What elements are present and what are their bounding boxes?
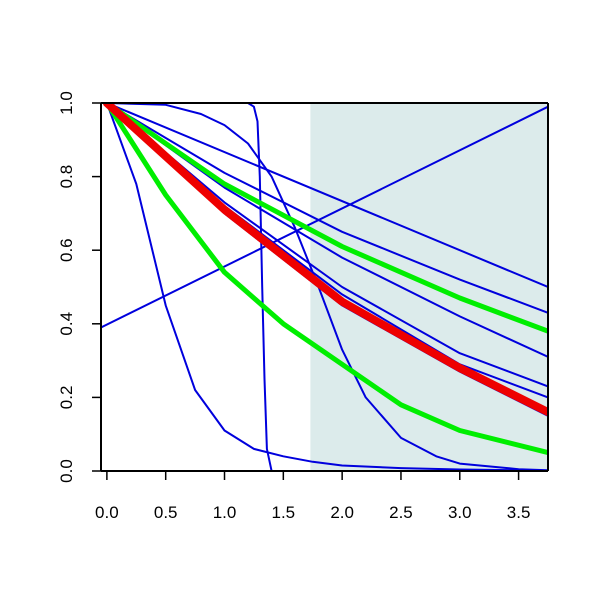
x-tick-label: 1.0 xyxy=(213,503,237,522)
x-tick-label: 3.0 xyxy=(448,503,472,522)
x-tick-label: 3.5 xyxy=(507,503,531,522)
series-line-13 xyxy=(102,103,548,417)
y-tick-label: 0.0 xyxy=(57,459,76,483)
y-tick-label: 0.2 xyxy=(57,386,76,410)
series-line-11 xyxy=(104,103,548,334)
series-line-6 xyxy=(105,103,548,314)
y-tick-label: 1.0 xyxy=(57,91,76,115)
series-line-12 xyxy=(104,103,548,456)
y-tick-label: 0.4 xyxy=(57,312,76,336)
series-line-5 xyxy=(105,103,548,288)
x-tick-label: 0.5 xyxy=(154,503,178,522)
y-tick-label: 0.6 xyxy=(57,238,76,262)
series-line-2 xyxy=(105,103,548,471)
y-tick-label: 0.8 xyxy=(57,165,76,189)
x-tick-label: 0.0 xyxy=(95,503,119,522)
x-tick-label: 2.0 xyxy=(330,503,354,522)
series-line-4 xyxy=(101,105,548,329)
x-tick-label: 1.5 xyxy=(272,503,296,522)
x-tick-label: 2.5 xyxy=(389,503,413,522)
series-line-1 xyxy=(105,103,548,471)
